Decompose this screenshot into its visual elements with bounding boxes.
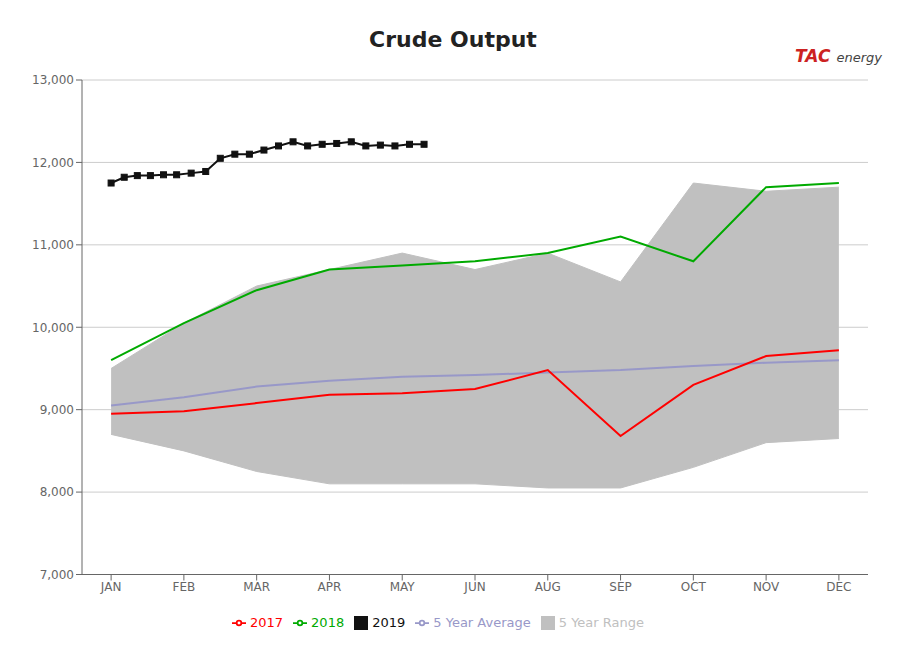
svg-text:DEC: DEC xyxy=(826,580,851,594)
svg-text:NOV: NOV xyxy=(753,580,780,594)
svg-text:12,000: 12,000 xyxy=(32,156,74,170)
svg-text:JUN: JUN xyxy=(463,580,485,594)
svg-text:13,000: 13,000 xyxy=(32,73,74,87)
html-text:2018: 2018 xyxy=(311,614,345,630)
svg-text:SEP: SEP xyxy=(609,580,631,594)
svg-text:9,000: 9,000 xyxy=(40,403,74,417)
svg-text:8,000: 8,000 xyxy=(40,485,74,499)
html-text:Crude Output: Crude Output xyxy=(369,26,537,52)
svg-text:OCT: OCT xyxy=(681,580,707,594)
svg-text:AUG: AUG xyxy=(535,580,561,594)
svg-text:10,000: 10,000 xyxy=(32,321,74,335)
svg-text:MAY: MAY xyxy=(390,580,416,594)
svg-text:MAR: MAR xyxy=(243,580,270,594)
svg-text:7,000: 7,000 xyxy=(40,568,74,582)
svg-text:JAN: JAN xyxy=(100,580,122,594)
svg-text:11,000: 11,000 xyxy=(32,238,74,252)
html-text:2019: 2019 xyxy=(372,614,406,630)
svg-text:FEB: FEB xyxy=(173,580,196,594)
html-text:TAC energy: TAC energy xyxy=(795,46,882,66)
html-text:5 Year Range: 5 Year Range xyxy=(558,614,644,630)
html-text:5 Year Average: 5 Year Average xyxy=(433,614,531,630)
svg-text:APR: APR xyxy=(318,580,342,594)
html-text:2017: 2017 xyxy=(250,614,284,630)
